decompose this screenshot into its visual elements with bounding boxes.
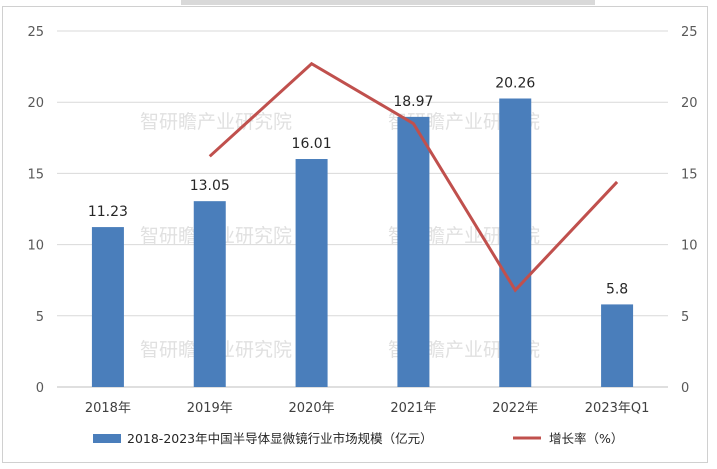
y-left-tick-label: 10 [27,239,44,254]
x-tick-label: 2023年Q1 [585,401,650,416]
data-label: 13.05 [190,178,230,194]
bar [193,201,226,387]
legend-bar-swatch [93,434,121,443]
data-label: 11.23 [88,204,128,220]
bar [601,304,634,387]
data-label: 20.26 [495,75,535,91]
y-left-tick-label: 5 [36,310,44,325]
y-left-tick-label: 0 [36,381,44,396]
x-tick-label: 2018年 [85,401,131,416]
watermark-text: 智研瞻产业研究院 [140,111,292,133]
data-label: 5.8 [606,281,628,297]
y-left-tick-label: 15 [27,167,44,182]
x-tick-label: 2020年 [289,401,335,416]
y-right-tick-label: 5 [681,310,689,325]
legend-line-label: 增长率（%） [549,431,623,446]
y-right-tick-label: 10 [681,239,698,254]
data-label: 16.01 [292,136,332,152]
bar [499,98,532,388]
y-right-tick-label: 0 [681,381,689,396]
y-right-tick-label: 20 [681,96,698,111]
x-tick-label: 2022年 [492,401,538,416]
x-tick-label: 2021年 [390,401,436,416]
x-tick-label: 2019年 [187,401,233,416]
legend-bar-label: 2018-2023年中国半导体显微镜行业市场规模（亿元） [127,431,433,446]
bar [295,159,328,387]
y-left-tick-label: 20 [27,96,44,111]
y-right-tick-label: 25 [681,25,698,40]
growth-rate-line [208,61,619,293]
top-decoration-bar [181,0,595,5]
bar [91,227,124,387]
y-right-tick-label: 15 [681,167,698,182]
bar [397,116,430,388]
data-label: 18.97 [393,94,433,110]
y-left-tick-label: 25 [27,25,44,40]
